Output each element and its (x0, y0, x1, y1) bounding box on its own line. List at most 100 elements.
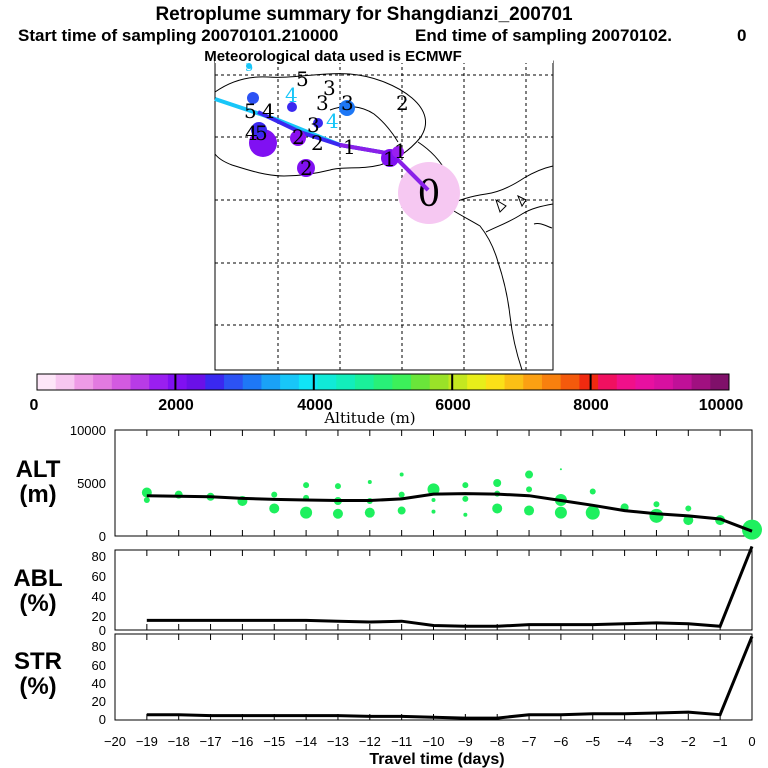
x-tick-label: −15 (263, 734, 285, 749)
x-tick-label: −11 (391, 734, 412, 749)
day-label: 2 (396, 91, 409, 115)
colorbar-cell (298, 374, 319, 390)
series-lines (146, 492, 754, 720)
colorbar-cell (93, 374, 113, 390)
abl-ytick: 60 (92, 569, 106, 584)
alt-particle (143, 496, 150, 503)
alt-yunit: (m) (19, 481, 56, 508)
day-label: 4 (262, 99, 275, 123)
day-label: 3 (307, 113, 320, 137)
abl-ytick: 40 (92, 589, 106, 604)
alt-particle (431, 509, 436, 514)
colorbar-cell (579, 374, 599, 390)
day-label: 2 (300, 156, 313, 180)
alt-particle (463, 512, 468, 517)
chart-title: Retroplume summary for Shangdianzi_20070… (155, 4, 573, 25)
day-label: 1 (343, 135, 356, 159)
colorbar-cell (560, 374, 580, 390)
colorbar-tick: 6000 (435, 397, 471, 414)
alt-particle (332, 508, 343, 519)
x-tick-label: −18 (168, 734, 190, 749)
day-label: 4 (245, 121, 258, 145)
alt-particle (526, 486, 533, 493)
colorbar-tick: 10000 (699, 397, 744, 414)
alt-particles (141, 468, 762, 540)
colorbar-cell (429, 374, 449, 390)
colorbar-cell (317, 374, 337, 390)
colorbar-cell (485, 374, 506, 390)
colorbar-cell (710, 374, 730, 390)
panel-ytick-labels: 10000 5000 0 80 60 40 20 0 80 60 40 20 0 (70, 423, 106, 727)
x-tick-label: −6 (553, 734, 568, 749)
alt-particle (397, 506, 406, 515)
colorbar-cell (242, 374, 262, 390)
abl-ytick: 0 (99, 623, 106, 638)
colorbar-cell (541, 374, 562, 390)
day-label: 5 (244, 99, 257, 123)
x-tick-labels: −20 −19 −18 −17 −16 −15 −14 −13 −12 −11 −10 −9 −8 −7−… (104, 734, 756, 749)
alt-particle (300, 506, 313, 519)
met-label-backing (215, 50, 553, 63)
str-ytick: 60 (92, 658, 106, 673)
map-frame (214, 60, 554, 371)
alt-particle (462, 495, 469, 502)
met-data-label: Meteorological data used is ECMWF (204, 48, 462, 65)
colorbar-axis-label: Altitude (m) (323, 409, 415, 427)
trajectory-day-labels: 5 4 5 4 5 4 3 3 3 2 3 4 2 2 2 1 1 1 5 (244, 60, 409, 180)
alt-ytick: 0 (99, 529, 106, 544)
colorbar-cell (167, 374, 188, 390)
str-ylabel: STR (14, 648, 62, 675)
str-ytick: 40 (92, 676, 106, 691)
x-tick-label: −2 (681, 734, 696, 749)
day-label: 3 (323, 76, 336, 100)
x-tick-label: −4 (617, 734, 632, 749)
str-ytick: 0 (99, 712, 106, 727)
alt-particle (524, 505, 535, 516)
alt-particle (303, 482, 310, 489)
str-ytick: 20 (92, 694, 106, 709)
alt-particle (685, 505, 692, 512)
colorbar-cell (598, 374, 618, 390)
x-tick-label: −20 (104, 734, 126, 749)
colorbar-cell (448, 374, 468, 390)
alt-particle (427, 483, 440, 496)
day-label: 1 (383, 147, 396, 171)
day-label: 2 (292, 125, 305, 149)
colorbar-cell (504, 374, 524, 390)
x-tick-label: −16 (231, 734, 253, 749)
colorbar-cell (373, 374, 393, 390)
alt-mean-line (146, 492, 753, 533)
x-tick-label: −13 (327, 734, 349, 749)
alt-particle (431, 497, 436, 502)
colorbar-cell (654, 374, 674, 390)
colorbar-cell (55, 374, 75, 390)
start-time-label: Start time of sampling 20070101.210000 (18, 26, 338, 45)
alt-particle (334, 483, 341, 490)
alt-particle (492, 503, 503, 514)
day-label: 5 (245, 60, 253, 75)
day-label: 4 (326, 109, 339, 133)
alt-particle (462, 482, 469, 489)
colorbar-cell (37, 374, 57, 390)
x-tick-label: −19 (136, 734, 158, 749)
colorbar-cell (149, 374, 169, 390)
colorbar-cell (224, 374, 244, 390)
str-panel-frame (114, 633, 753, 721)
str-yunit: (%) (19, 673, 56, 700)
colorbar-cell (392, 374, 412, 390)
abl-ylabel: ABL (13, 565, 62, 592)
x-tick-label: −7 (522, 734, 537, 749)
x-tick-label: −8 (490, 734, 505, 749)
colorbar-cell (336, 374, 356, 390)
trajectory-map: 0 5 4 5 4 5 4 3 3 3 2 3 (204, 48, 554, 371)
colorbar-cell (111, 374, 132, 390)
alt-particle (399, 472, 404, 477)
end-time-suffix: 0 (737, 26, 746, 45)
colorbar-cell (691, 374, 711, 390)
x-tick-label: −10 (422, 734, 444, 749)
x-tick-label: −1 (713, 734, 728, 749)
colorbar-cell (616, 374, 636, 390)
end-time-label: End time of sampling 20070102. (415, 26, 672, 45)
alt-particle (271, 491, 278, 498)
